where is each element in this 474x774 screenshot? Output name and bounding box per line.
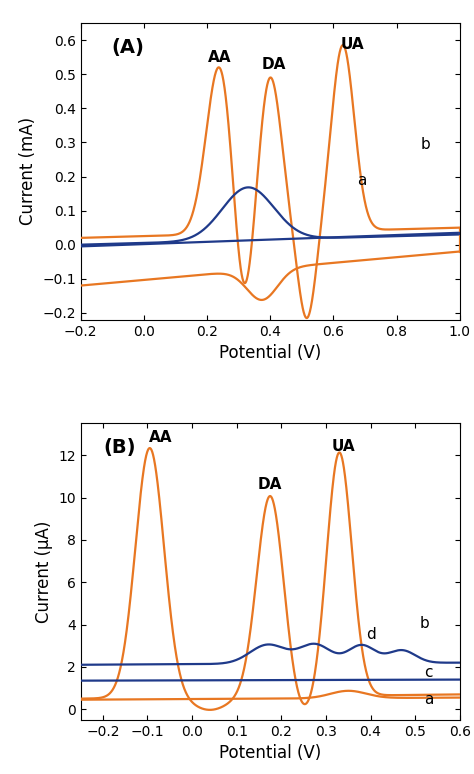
Text: DA: DA bbox=[261, 57, 285, 72]
Text: UA: UA bbox=[332, 439, 356, 454]
Text: AA: AA bbox=[208, 50, 231, 65]
Text: a: a bbox=[424, 692, 433, 707]
Y-axis label: Current (mA): Current (mA) bbox=[18, 118, 36, 225]
Text: (B): (B) bbox=[103, 438, 136, 457]
Text: UA: UA bbox=[340, 37, 364, 52]
Text: AA: AA bbox=[149, 430, 173, 446]
Text: b: b bbox=[420, 137, 430, 152]
Text: DA: DA bbox=[258, 477, 283, 492]
Y-axis label: Current (μA): Current (μA) bbox=[35, 520, 53, 623]
X-axis label: Potential (V): Potential (V) bbox=[219, 745, 321, 762]
X-axis label: Potential (V): Potential (V) bbox=[219, 344, 321, 362]
Text: d: d bbox=[365, 628, 375, 642]
Text: (A): (A) bbox=[111, 38, 144, 57]
Text: c: c bbox=[424, 665, 433, 680]
Text: a: a bbox=[357, 173, 366, 188]
Text: b: b bbox=[419, 615, 429, 631]
